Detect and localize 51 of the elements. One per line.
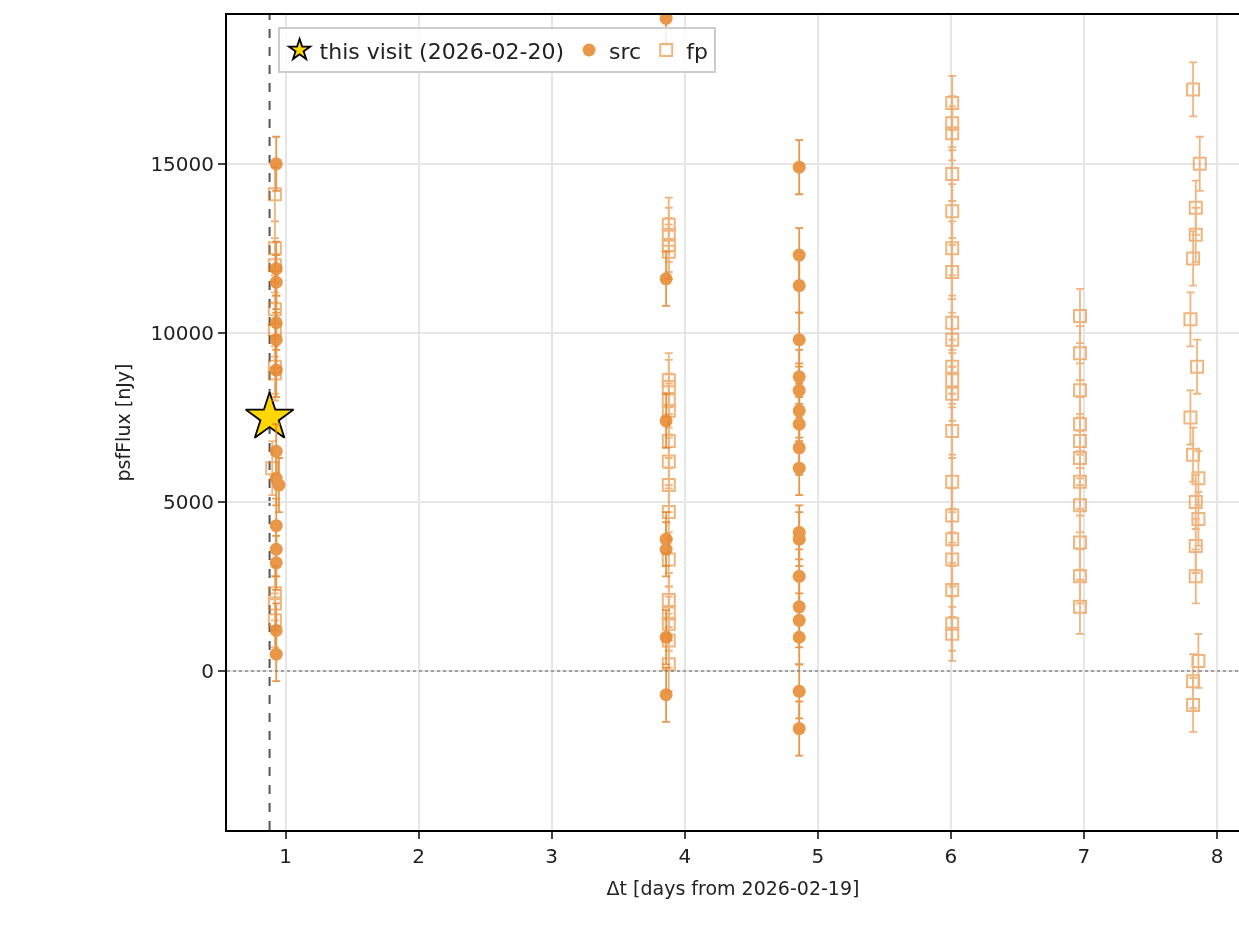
point	[269, 333, 283, 347]
point	[659, 272, 673, 286]
point	[792, 383, 806, 397]
point	[792, 417, 806, 431]
point	[269, 623, 283, 637]
point	[659, 630, 673, 644]
point	[659, 414, 673, 428]
legend-label: fp	[686, 38, 708, 64]
x-axis-title: Δt [days from 2026-02-19]	[606, 877, 860, 900]
point	[792, 333, 806, 347]
point	[269, 542, 283, 556]
x-tick-label: 4	[678, 844, 692, 868]
x-tick-label: 5	[811, 844, 825, 868]
point	[792, 279, 806, 293]
point	[269, 519, 283, 533]
legend-label: this visit (2026-02-20)	[319, 38, 565, 64]
x-tick-label: 2	[412, 844, 425, 868]
point	[269, 647, 283, 661]
point	[792, 684, 806, 698]
point	[659, 688, 673, 702]
point	[269, 157, 283, 171]
point	[792, 404, 806, 418]
point	[269, 444, 283, 458]
point	[792, 722, 806, 736]
y-tick-label: 5000	[163, 489, 214, 514]
y-tick-label: 15000	[150, 151, 214, 176]
point	[792, 461, 806, 475]
point	[792, 613, 806, 627]
point	[269, 316, 283, 330]
y-tick-label: 10000	[150, 320, 214, 345]
y-axis-title: psfFlux [nJy]	[111, 363, 134, 482]
x-tick-label: 8	[1210, 844, 1224, 868]
x-tick-label: 6	[944, 844, 958, 868]
point	[792, 600, 806, 614]
y-tick-label: 0	[201, 659, 214, 684]
point	[792, 160, 806, 174]
point	[269, 262, 283, 276]
point	[792, 630, 806, 644]
point	[792, 441, 806, 455]
point	[659, 542, 673, 556]
point	[269, 275, 283, 289]
point	[269, 556, 283, 570]
x-tick-label: 7	[1077, 844, 1091, 868]
point	[269, 363, 283, 377]
legend-label: src	[609, 38, 642, 64]
point	[792, 248, 806, 262]
x-tick-label: 3	[545, 844, 559, 868]
point	[792, 569, 806, 583]
point	[792, 370, 806, 384]
x-tick-label: 1	[279, 844, 292, 868]
point	[272, 478, 286, 492]
